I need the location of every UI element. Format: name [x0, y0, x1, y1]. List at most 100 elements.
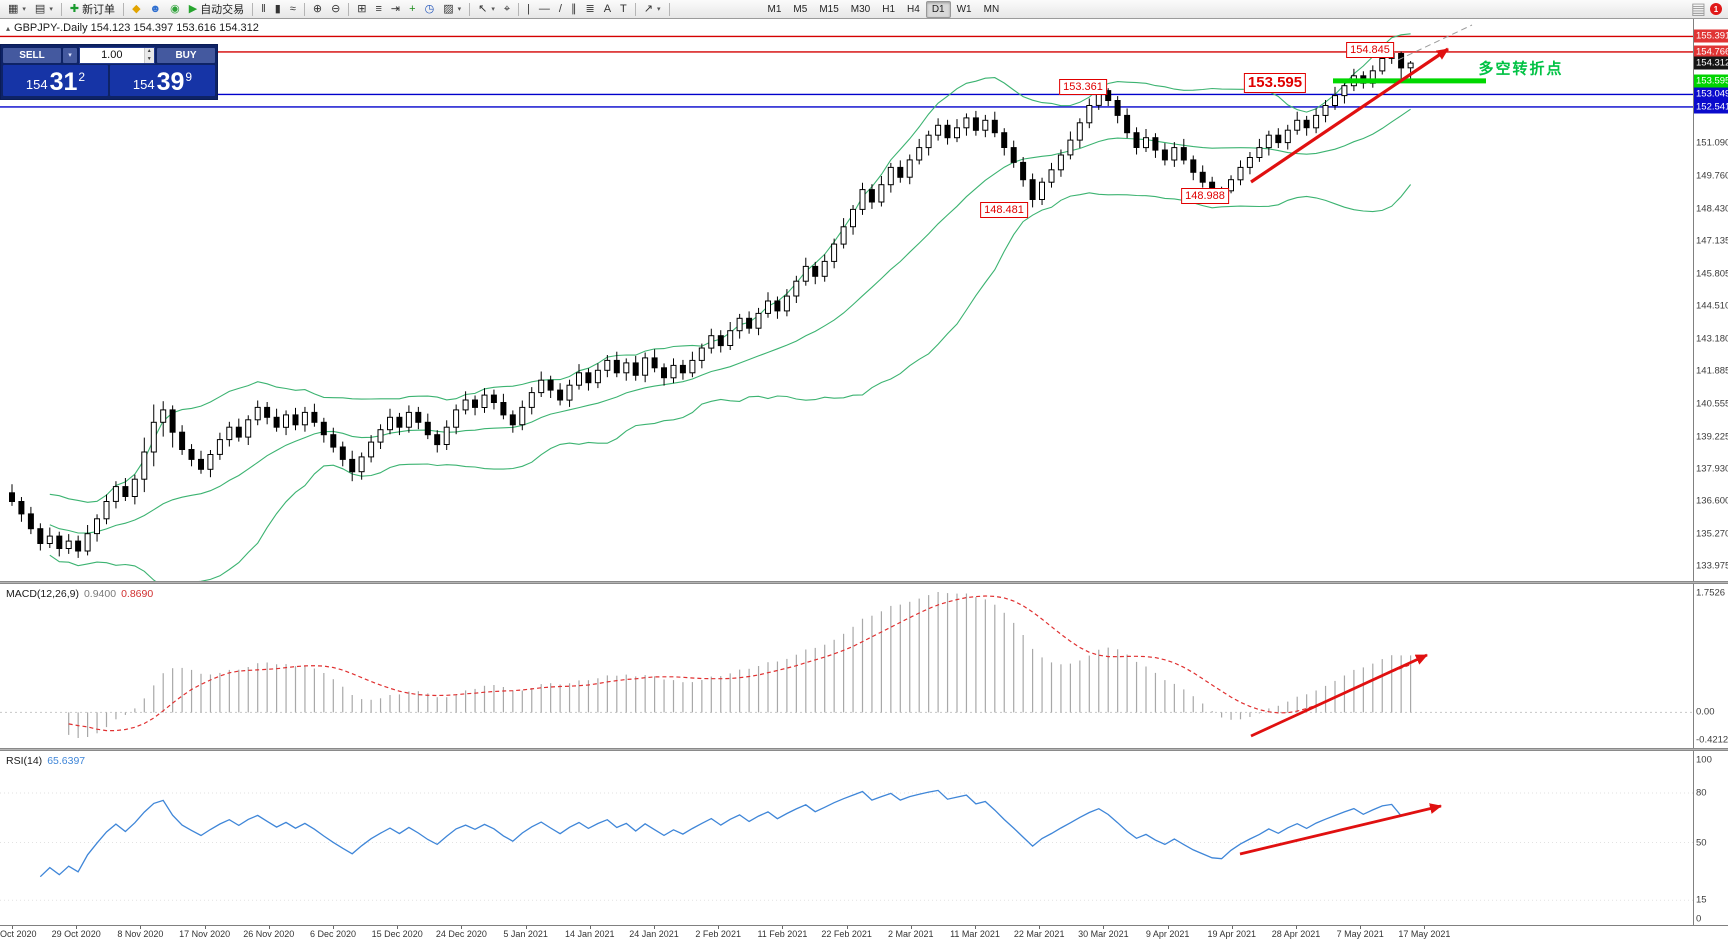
sell-button[interactable]: SELL — [3, 47, 61, 63]
buy-price-button[interactable]: 154 39 9 — [110, 65, 215, 96]
macd-indicator-canvas[interactable] — [0, 584, 1693, 748]
bar-chart-icon[interactable]: ‖ — [261, 2, 266, 15]
toolbar-separator — [123, 2, 125, 16]
price-level-flag: 153.595 — [1694, 74, 1728, 88]
rsi-scale-level: 80 — [1696, 787, 1707, 799]
channel-icon[interactable]: ∥ — [570, 2, 577, 15]
buy-button[interactable]: BUY — [157, 47, 215, 63]
macd-label: MACD(12,26,9) 0.9400 0.8690 — [6, 588, 154, 600]
time-tick — [1424, 926, 1426, 929]
macd-scale-zero: 0.00 — [1696, 706, 1715, 718]
timeframe-m15[interactable]: M15 — [819, 3, 839, 15]
price-tick: 149.760 — [1696, 170, 1728, 182]
main-toolbar: ▦ ▾ ▤ ▾ ✚ 新订单 ◆ ☻ ◉ ▶ 自动交易 ‖ ▮ ≈ ⊕ ⊖ ⊞ ≡ ⇥ + ◷ ▨ ▾ ↖ ▾ ⌖ | ― / ∥ ≣ A T ↗ ▾… — [0, 0, 1728, 19]
panel-divider-macd[interactable] — [0, 581, 1728, 584]
connection-status-icon[interactable]: ◉ — [170, 2, 180, 15]
profiles-icon[interactable]: ▤ ▾ — [34, 2, 53, 15]
time-tick-label: 2 Mar 2021 — [888, 929, 934, 939]
fibonacci-icon[interactable]: ≣ — [585, 2, 595, 15]
time-tick-label: 28 Apr 2021 — [1271, 929, 1321, 939]
news-icon[interactable]: ▤ — [1690, 1, 1706, 18]
crosshair-icon[interactable]: ⌖ — [503, 2, 511, 15]
time-tick — [589, 926, 591, 929]
time-tick-label: 22 Feb 2021 — [821, 929, 872, 939]
horizontal-line-icon[interactable]: ― — [538, 2, 550, 15]
tile-windows-icon[interactable]: ⊞ — [357, 2, 367, 15]
macd-scale-min: -0.4212 — [1696, 734, 1728, 746]
time-tick — [1231, 926, 1233, 929]
add-indicator-icon[interactable]: + — [409, 2, 416, 15]
candlestick-chart-icon[interactable]: ▮ — [274, 2, 281, 15]
time-tick-label: 6 Dec 2020 — [309, 929, 357, 939]
price-tick: 144.510 — [1696, 300, 1728, 312]
zoom-out-icon[interactable]: ⊖ — [331, 2, 341, 15]
timeframe-m1[interactable]: M1 — [767, 3, 782, 15]
toolbar-separator — [348, 2, 350, 16]
cursor-icon[interactable]: ↖ ▾ — [478, 2, 495, 15]
time-tick-label: 2 Feb 2021 — [695, 929, 741, 939]
toolbar-corner: ▤ 1 — [1691, 0, 1724, 19]
time-tick — [397, 926, 399, 929]
volume-down-icon[interactable]: ▼ — [146, 55, 152, 62]
arrows-dropdown-icon[interactable]: ↗ ▾ — [643, 2, 661, 15]
price-level-flag: 154.312 — [1694, 56, 1728, 70]
price-level-flag: 155.391 — [1694, 29, 1728, 43]
rsi-scale-level: 50 — [1696, 837, 1707, 848]
community-icon[interactable]: ☻ — [149, 2, 162, 15]
new-chart-icon[interactable]: ▦ ▾ — [8, 2, 26, 15]
time-tick — [654, 926, 655, 929]
timeframe-m30[interactable]: M30 — [850, 3, 871, 15]
time-tick-label: 11 Feb 2021 — [757, 929, 808, 939]
macd-scale-max: 1.7526 — [1696, 587, 1726, 599]
expert-advisors-icon[interactable]: ◆ — [132, 2, 141, 15]
time-tick — [846, 926, 848, 929]
chart-shift-icon[interactable]: ⇥ — [390, 2, 401, 15]
line-chart-icon[interactable]: ≈ — [289, 2, 296, 15]
panel-divider-rsi[interactable] — [0, 748, 1728, 751]
volume-field: ▲▼ — [79, 46, 155, 64]
timeframe-w1[interactable]: W1 — [956, 3, 972, 15]
volume-input[interactable] — [80, 47, 144, 63]
new-order-button[interactable]: ✚ 新订单 — [69, 2, 116, 16]
trendline-icon[interactable]: / — [558, 2, 562, 15]
templates-icon[interactable]: ▨ ▾ — [443, 2, 462, 15]
time-tick-label: 22 Mar 2021 — [1013, 929, 1065, 939]
time-tick — [12, 926, 13, 929]
zoom-in-icon[interactable]: ⊕ — [312, 2, 323, 15]
volume-up-icon[interactable]: ▲ — [146, 48, 152, 55]
timeframe-m5[interactable]: M5 — [793, 3, 808, 15]
indicators-icon[interactable]: ≡ — [375, 2, 382, 15]
volume-stepper[interactable]: ▲ ▼ — [143, 47, 154, 63]
price-tick: 135.270 — [1696, 528, 1728, 540]
toolbar-separator — [252, 2, 254, 16]
main-chart-canvas[interactable] — [0, 19, 1693, 581]
time-tick — [333, 926, 334, 929]
time-tick — [1296, 926, 1297, 929]
time-tick — [1360, 926, 1362, 929]
label-icon[interactable]: T — [620, 2, 627, 15]
time-tick-label: 30 Mar 2021 — [1078, 929, 1129, 939]
price-level-flag: 153.049 — [1694, 87, 1728, 101]
toolbar-separator — [668, 2, 670, 16]
price-scale[interactable]: 151.090 149.760 148.430 147.135 145.805 144.5… — [1693, 19, 1728, 925]
order-type-dropdown-icon[interactable]: ▾ — [63, 47, 77, 63]
rsi-label: RSI(14) 65.6397 — [6, 755, 86, 767]
price-tick: 136.600 — [1696, 495, 1728, 507]
timeframe-h1[interactable]: H1 — [882, 3, 896, 15]
timeframe-d1[interactable]: D1 — [925, 0, 951, 18]
vertical-line-icon[interactable]: | — [527, 2, 530, 15]
text-icon[interactable]: A — [603, 2, 612, 15]
time-tick — [268, 926, 270, 929]
price-level-flag: 154.766 — [1694, 45, 1728, 59]
notification-badge[interactable]: 1 — [1710, 3, 1722, 15]
time-tick — [76, 926, 78, 929]
rsi-indicator-canvas[interactable] — [0, 751, 1693, 925]
timeframe-mn[interactable]: MN — [983, 3, 1000, 15]
autotrading-button[interactable]: ▶ 自动交易 — [188, 2, 245, 16]
rsi-scale-level: 100 — [1696, 754, 1712, 766]
sell-price-button[interactable]: 154 31 2 — [3, 65, 108, 96]
timeframe-h4[interactable]: H4 — [907, 3, 920, 15]
time-axis[interactable]: 20 Oct 2020 29 Oct 2020 8 Nov 2020 17 Nov 2… — [0, 925, 1728, 942]
period-clock-icon[interactable]: ◷ — [424, 2, 435, 15]
